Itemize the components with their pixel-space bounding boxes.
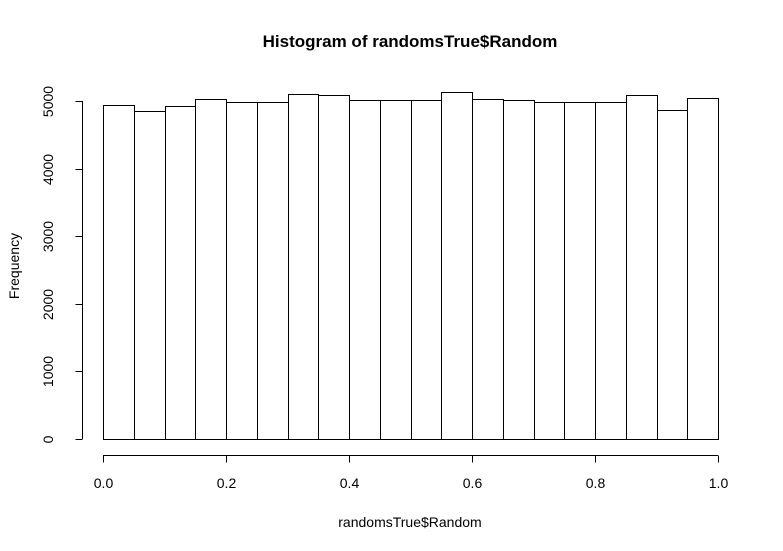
histogram-bar [103, 105, 135, 440]
x-tick-label: 1.0 [709, 475, 729, 491]
x-tick-label: 0.4 [340, 475, 360, 491]
histogram-bar [288, 94, 319, 440]
y-tick-label: 0 [40, 435, 56, 443]
histogram-bar [195, 99, 227, 440]
x-axis: 0.0 0.2 0.4 0.6 0.8 1.0 [94, 455, 729, 491]
histogram-bar [349, 100, 381, 440]
histogram-bar [687, 98, 719, 440]
histogram-bar [318, 95, 350, 440]
x-axis-label: randomsTrue$Random [338, 514, 481, 530]
histogram-bar [564, 102, 596, 440]
bars-group [103, 92, 719, 440]
y-tick-label: 4000 [40, 154, 56, 185]
histogram-bar [503, 100, 535, 440]
histogram-bar [165, 106, 196, 440]
histogram-bar [411, 100, 442, 440]
histogram-bar [134, 111, 166, 440]
x-tick-label: 0.8 [586, 475, 606, 491]
y-tick-label: 5000 [40, 86, 56, 117]
histogram-bar [657, 110, 688, 440]
x-tick-label: 0.6 [463, 475, 483, 491]
chart-title: Histogram of randomsTrue$Random [263, 32, 558, 51]
y-tick-label: 1000 [40, 356, 56, 387]
histogram-bar [226, 102, 258, 440]
y-axis: 0 1000 2000 3000 4000 5000 [40, 86, 83, 443]
x-tick-label: 0.0 [94, 475, 114, 491]
y-tick-label: 2000 [40, 289, 56, 320]
histogram-bar [472, 99, 504, 440]
histogram-bar [380, 100, 412, 440]
histogram-bar [626, 95, 658, 440]
histogram-bar [257, 102, 289, 440]
y-tick-label: 3000 [40, 221, 56, 252]
histogram-bar [595, 102, 627, 440]
x-tick-label: 0.2 [217, 475, 237, 491]
histogram-bar [534, 102, 565, 440]
histogram-bar [441, 92, 473, 440]
y-axis-label: Frequency [6, 233, 22, 299]
